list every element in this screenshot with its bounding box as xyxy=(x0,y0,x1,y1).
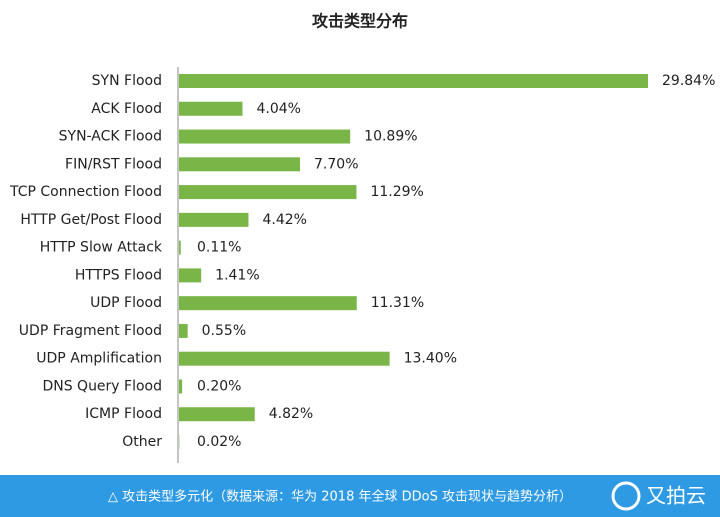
bar xyxy=(179,268,202,283)
bar xyxy=(179,185,357,200)
category-label: DNS Query Flood xyxy=(42,378,162,394)
category-label: SYN-ACK Flood xyxy=(59,129,162,145)
bar xyxy=(179,157,301,172)
category-label: SYN Flood xyxy=(92,73,162,89)
category-label: ACK Flood xyxy=(91,101,162,117)
category-label: UDP Amplification xyxy=(36,351,162,367)
bar xyxy=(179,351,390,366)
value-label: 0.02% xyxy=(197,434,241,450)
value-label: 13.40% xyxy=(404,351,457,367)
category-label: HTTP Slow Attack xyxy=(40,240,163,256)
value-label: 1.41% xyxy=(215,267,259,283)
value-label: 4.82% xyxy=(269,406,313,422)
footer-bar xyxy=(0,475,720,517)
bar xyxy=(179,407,255,422)
bar xyxy=(179,74,648,88)
value-label: 29.84% xyxy=(662,73,715,89)
category-label: Other xyxy=(122,434,162,450)
category-label: HTTPS Flood xyxy=(75,267,162,283)
bar xyxy=(179,379,183,394)
value-label: 10.89% xyxy=(364,129,417,145)
value-label: 11.29% xyxy=(370,184,423,200)
bar xyxy=(179,323,188,338)
logo-icon xyxy=(611,481,641,511)
chart-title: 攻击类型分布 xyxy=(312,12,408,31)
footer-caption: △ 攻击类型多元化（数据来源：华为 2018 年全球 DDoS 攻击现状与趋势分… xyxy=(108,489,572,505)
value-label: 0.11% xyxy=(197,240,241,256)
bar xyxy=(179,212,249,227)
value-label: 11.31% xyxy=(371,295,424,311)
category-label: HTTP Get/Post Flood xyxy=(20,212,162,228)
category-label: TCP Connection Flood xyxy=(9,184,162,200)
value-label: 7.70% xyxy=(314,156,358,172)
bar xyxy=(179,296,357,311)
bar xyxy=(179,240,181,255)
category-label: UDP Fragment Flood xyxy=(19,323,162,339)
value-label: 4.42% xyxy=(262,212,306,228)
bar xyxy=(179,129,351,144)
bar xyxy=(179,101,243,116)
value-label: 0.20% xyxy=(197,378,241,394)
value-label: 4.04% xyxy=(256,101,300,117)
category-label: UDP Flood xyxy=(90,295,162,311)
value-label: 0.55% xyxy=(202,323,246,339)
logo-text: 又拍云 xyxy=(646,484,706,508)
category-label: ICMP Flood xyxy=(85,406,162,422)
category-label: FIN/RST Flood xyxy=(65,156,162,172)
